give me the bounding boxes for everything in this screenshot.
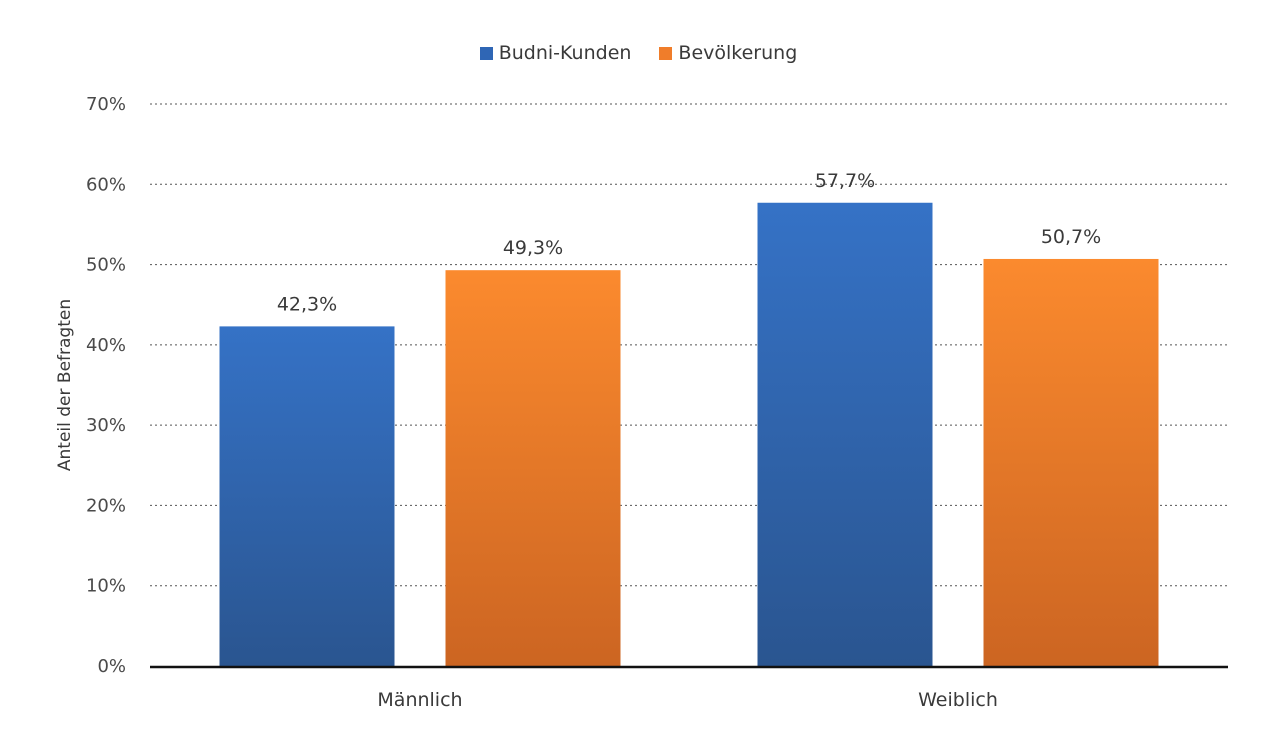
- y-axis-ticks: 0% 10% 20% 30% 40% 50% 60% 70%: [86, 94, 126, 677]
- data-label: 42,3%: [277, 293, 337, 315]
- x-axis-categories: Männlich Weiblich: [377, 689, 997, 711]
- data-label: 57,7%: [815, 170, 875, 192]
- y-tick-label: 0%: [97, 656, 126, 677]
- legend-swatch-bevoelkerung: [659, 46, 673, 60]
- data-labels: 42,3% 49,3% 57,7% 50,7%: [277, 170, 1101, 316]
- data-label: 49,3%: [503, 237, 563, 259]
- y-tick-label: 30%: [86, 415, 126, 436]
- y-tick-label: 60%: [86, 174, 126, 195]
- y-tick-label: 20%: [86, 495, 126, 516]
- bar-bevoelkerung-maennlich[interactable]: [445, 270, 621, 666]
- legend-item-budni-kunden[interactable]: Budni-Kunden: [479, 42, 632, 64]
- y-tick-label: 70%: [86, 94, 126, 115]
- y-tick-label: 10%: [86, 576, 126, 597]
- legend-label-bevoelkerung: Bevölkerung: [678, 42, 798, 64]
- y-tick-label: 50%: [86, 255, 126, 276]
- data-label: 50,7%: [1041, 226, 1101, 248]
- legend-item-bevoelkerung[interactable]: Bevölkerung: [659, 42, 797, 64]
- legend-swatch-budni-kunden: [479, 46, 493, 60]
- y-tick-label: 40%: [86, 335, 126, 356]
- legend-label-budni-kunden: Budni-Kunden: [498, 42, 632, 64]
- bars: [219, 202, 1159, 666]
- x-category-label: Männlich: [377, 689, 462, 711]
- legend: Budni-Kunden Bevölkerung: [0, 42, 1277, 64]
- y-axis-title: Anteil der Befragten: [55, 299, 75, 471]
- bar-bevoelkerung-weiblich[interactable]: [983, 258, 1159, 666]
- bar-budni-kunden-weiblich[interactable]: [757, 202, 933, 666]
- x-category-label: Weiblich: [918, 689, 998, 711]
- bar-budni-kunden-maennlich[interactable]: [219, 326, 395, 666]
